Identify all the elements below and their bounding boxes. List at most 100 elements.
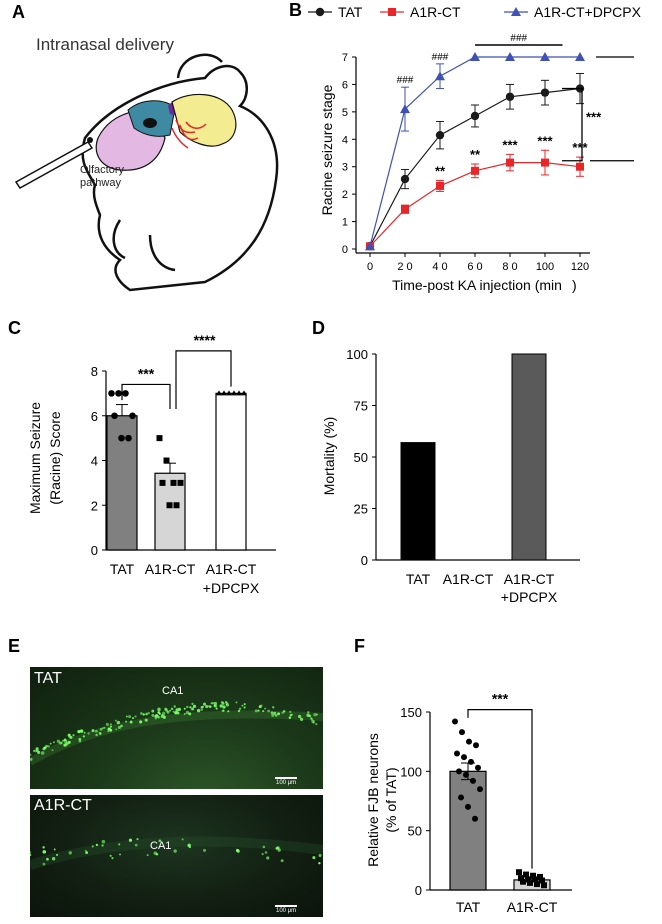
micrograph-tat-texture [30, 700, 323, 766]
neuron-speckle [312, 721, 315, 724]
data-point [122, 390, 129, 397]
neuron-speckle [241, 704, 244, 707]
bar [400, 442, 436, 561]
neuron-speckle [142, 713, 145, 716]
neuron-speckle [243, 706, 246, 709]
data-point [477, 786, 483, 793]
neuron-speckle [161, 711, 166, 716]
neuron-speckle [158, 713, 161, 715]
neuron-speckle [67, 740, 71, 744]
data-point [115, 390, 122, 397]
neuron-speckle [42, 862, 46, 866]
neuron-speckle [186, 705, 189, 709]
data-point [523, 871, 529, 878]
olfactory-label-1: Olfactory [80, 164, 125, 176]
neuron-speckle [55, 853, 59, 856]
data-point [466, 738, 472, 745]
data-point [241, 390, 247, 396]
data-point [472, 815, 478, 822]
neuron-speckle [264, 851, 268, 854]
neuron-speckle [254, 709, 258, 713]
panel-a-illustration: Intranasal delivery Olfactory pathway [14, 35, 279, 292]
micrograph-a1rct-texture [30, 836, 323, 870]
significance-bracket [175, 350, 232, 410]
significance-bracket [467, 709, 533, 869]
x-category-label: A1R-CT [206, 561, 257, 577]
data-point [461, 754, 467, 761]
neuron-speckle [270, 711, 274, 715]
neuron-speckle [30, 753, 32, 757]
neuron-speckle [49, 742, 52, 745]
x-category-label: TAT [110, 561, 135, 577]
neuron-speckle [190, 707, 194, 711]
y-tick-label: 6 [91, 409, 98, 424]
x-tick-label: 8 0 [502, 261, 517, 273]
data-point [470, 52, 480, 61]
neuron-speckle [111, 857, 114, 860]
neuron-speckle [139, 720, 143, 724]
data-point [534, 881, 540, 888]
significance-bracket [121, 383, 171, 410]
neuron-speckle [82, 735, 85, 738]
x-category-label: A1R-CT [507, 899, 558, 915]
data-point [540, 52, 550, 61]
neuron-speckle [312, 856, 316, 860]
micrograph-tat-scale-text: 100 μm [276, 780, 297, 786]
y-tick-label: 1 [342, 217, 348, 229]
data-point [541, 158, 549, 167]
neuron-speckle [78, 737, 82, 741]
neuron-speckle [30, 853, 32, 857]
neuron-speckle [219, 704, 223, 708]
neuron-speckle [42, 846, 45, 849]
significance-label: *** [138, 365, 155, 381]
neuron-speckle [213, 704, 218, 708]
neuron-speckle [119, 853, 121, 856]
neuron-speckle [107, 730, 110, 733]
y-tick-label: 2 [342, 189, 348, 201]
neuron-speckle [227, 710, 230, 713]
mouse-foreleg [112, 219, 176, 272]
neuron-speckle [95, 733, 98, 737]
x-axis-title-paren: ) [572, 277, 577, 293]
hash-annotation: ### [510, 33, 527, 44]
data-point [400, 104, 410, 114]
y-tick-label: 75 [354, 399, 368, 414]
neuron-speckle [203, 848, 206, 852]
panel-label-f: F [354, 636, 365, 656]
neuron-speckle [289, 714, 293, 717]
neuron-speckle [225, 703, 230, 707]
data-point [170, 479, 177, 486]
significance-label: *** [492, 691, 509, 707]
neuron-speckle [109, 728, 113, 732]
neuron-speckle [63, 743, 67, 747]
neuron-speckle [210, 702, 213, 705]
x-tick-label: 4 0 [432, 261, 447, 273]
data-point [125, 434, 132, 442]
neuron-speckle [177, 707, 182, 711]
data-point [530, 872, 536, 879]
x-category-label: A1R-CT [145, 561, 196, 577]
data-point [527, 879, 533, 886]
neuron-speckle [224, 700, 228, 704]
neuron-speckle [235, 848, 240, 853]
neuron-speckle [183, 712, 186, 715]
neuron-speckle [101, 727, 104, 730]
neuron-speckle [172, 710, 175, 713]
neuron-speckle [109, 854, 112, 857]
neuron-speckle [264, 707, 267, 710]
neuron-speckle [289, 710, 292, 713]
micrograph-a1rct-scalebar [275, 905, 297, 907]
hippocampus-red-lines [171, 119, 207, 149]
neuron-speckle [192, 704, 197, 709]
neuron-speckle [158, 839, 162, 843]
neuron-speckle [235, 701, 238, 704]
neuron-speckle [267, 709, 271, 713]
data-point [365, 241, 375, 251]
y-tick-label: 6 [342, 79, 348, 91]
data-point [473, 742, 479, 749]
neuron-speckle [208, 705, 212, 708]
neuron-speckle [101, 839, 106, 844]
neuron-speckle [35, 749, 39, 753]
data-point [520, 878, 526, 885]
neuron-speckle [140, 712, 143, 715]
